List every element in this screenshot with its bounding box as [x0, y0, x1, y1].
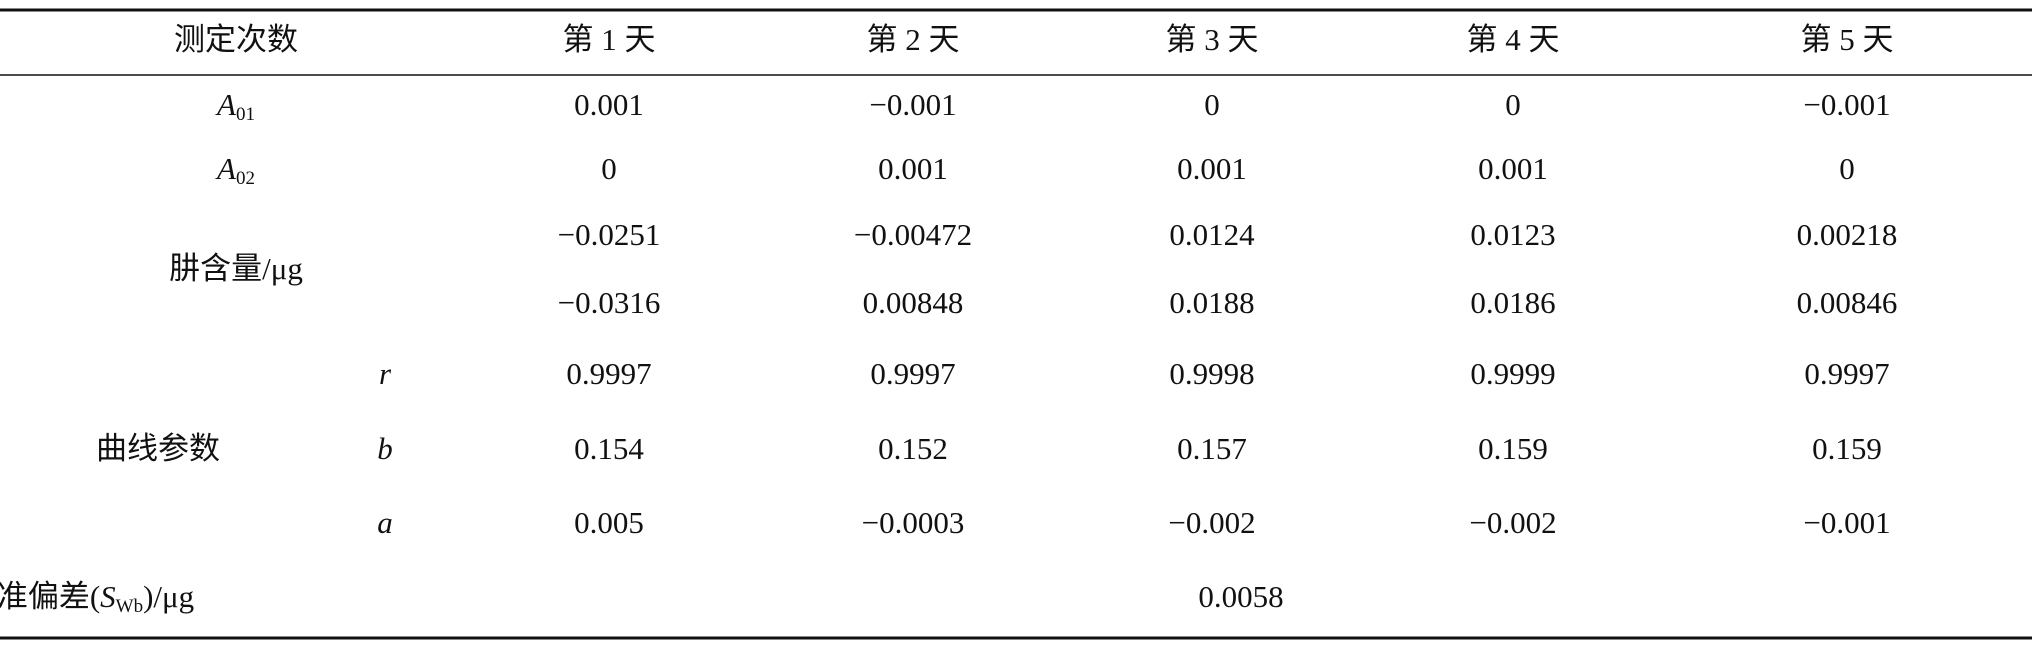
label-symbol: A — [215, 151, 237, 186]
row-label: 曲线参数 — [96, 431, 220, 466]
row-label: A01 — [215, 87, 255, 125]
label-text: 标准偏差( — [0, 579, 100, 614]
cell: −0.001 — [869, 87, 956, 122]
label-subscript: 01 — [236, 104, 255, 125]
header-cell: 第 4 天 — [1467, 22, 1560, 57]
label-subscript: 02 — [236, 168, 255, 189]
header-cell: 第 5 天 — [1801, 22, 1894, 57]
cell: 0.0124 — [1169, 217, 1255, 252]
cell: −0.0316 — [558, 285, 661, 320]
cell: 0.9997 — [870, 356, 955, 391]
cell: 0.001 — [1478, 151, 1548, 186]
cell: −0.0003 — [862, 505, 965, 540]
label-symbol: A — [215, 87, 237, 122]
cell: 0.00218 — [1797, 217, 1898, 252]
label-text: )/μg — [143, 579, 194, 614]
cell: 0.9999 — [1470, 356, 1555, 391]
row-label: A02 — [215, 151, 255, 189]
cell: 0.0188 — [1169, 285, 1254, 320]
cell: 0 — [1505, 87, 1521, 122]
label-symbol: S — [100, 579, 116, 614]
cell: 0.005 — [574, 505, 644, 540]
cell: −0.001 — [1803, 87, 1890, 122]
row-label: 标准偏差(SWb)/μg — [0, 579, 194, 617]
cell: −0.002 — [1469, 505, 1556, 540]
row-label: 肼含量/μg — [169, 251, 303, 286]
label-subscript: Wb — [116, 596, 143, 617]
cell: 0 — [1204, 87, 1220, 122]
cell: 0.00846 — [1797, 285, 1898, 320]
header-cell: 第 1 天 — [563, 22, 656, 57]
cell: 0.9998 — [1169, 356, 1254, 391]
cell: −0.002 — [1168, 505, 1255, 540]
cell: 0.001 — [574, 87, 644, 122]
header-cell: 第 2 天 — [867, 22, 960, 57]
cell: 0.152 — [878, 431, 948, 466]
param-name: a — [377, 505, 393, 540]
cell: 0.001 — [1177, 151, 1247, 186]
cell: 0.159 — [1812, 431, 1882, 466]
cell: −0.00472 — [854, 217, 972, 252]
cell: 0.0058 — [1198, 579, 1283, 614]
cell: −0.0251 — [558, 217, 661, 252]
cell: 0.9997 — [566, 356, 651, 391]
param-name: r — [379, 356, 392, 391]
cell: 0.0186 — [1470, 285, 1555, 320]
cell: 0 — [1839, 151, 1855, 186]
header-cell: 测定次数 — [174, 22, 298, 57]
cell: 0.00848 — [863, 285, 964, 320]
cell: 0.159 — [1478, 431, 1548, 466]
cell: 0.9997 — [1804, 356, 1889, 391]
cell: 0.001 — [878, 151, 948, 186]
header-cell: 第 3 天 — [1166, 22, 1259, 57]
cell: 0.157 — [1177, 431, 1247, 466]
cell: 0.154 — [574, 431, 644, 466]
cell: 0 — [601, 151, 617, 186]
param-name: b — [377, 431, 393, 466]
cell: 0.0123 — [1470, 217, 1555, 252]
cell: −0.001 — [1803, 505, 1890, 540]
